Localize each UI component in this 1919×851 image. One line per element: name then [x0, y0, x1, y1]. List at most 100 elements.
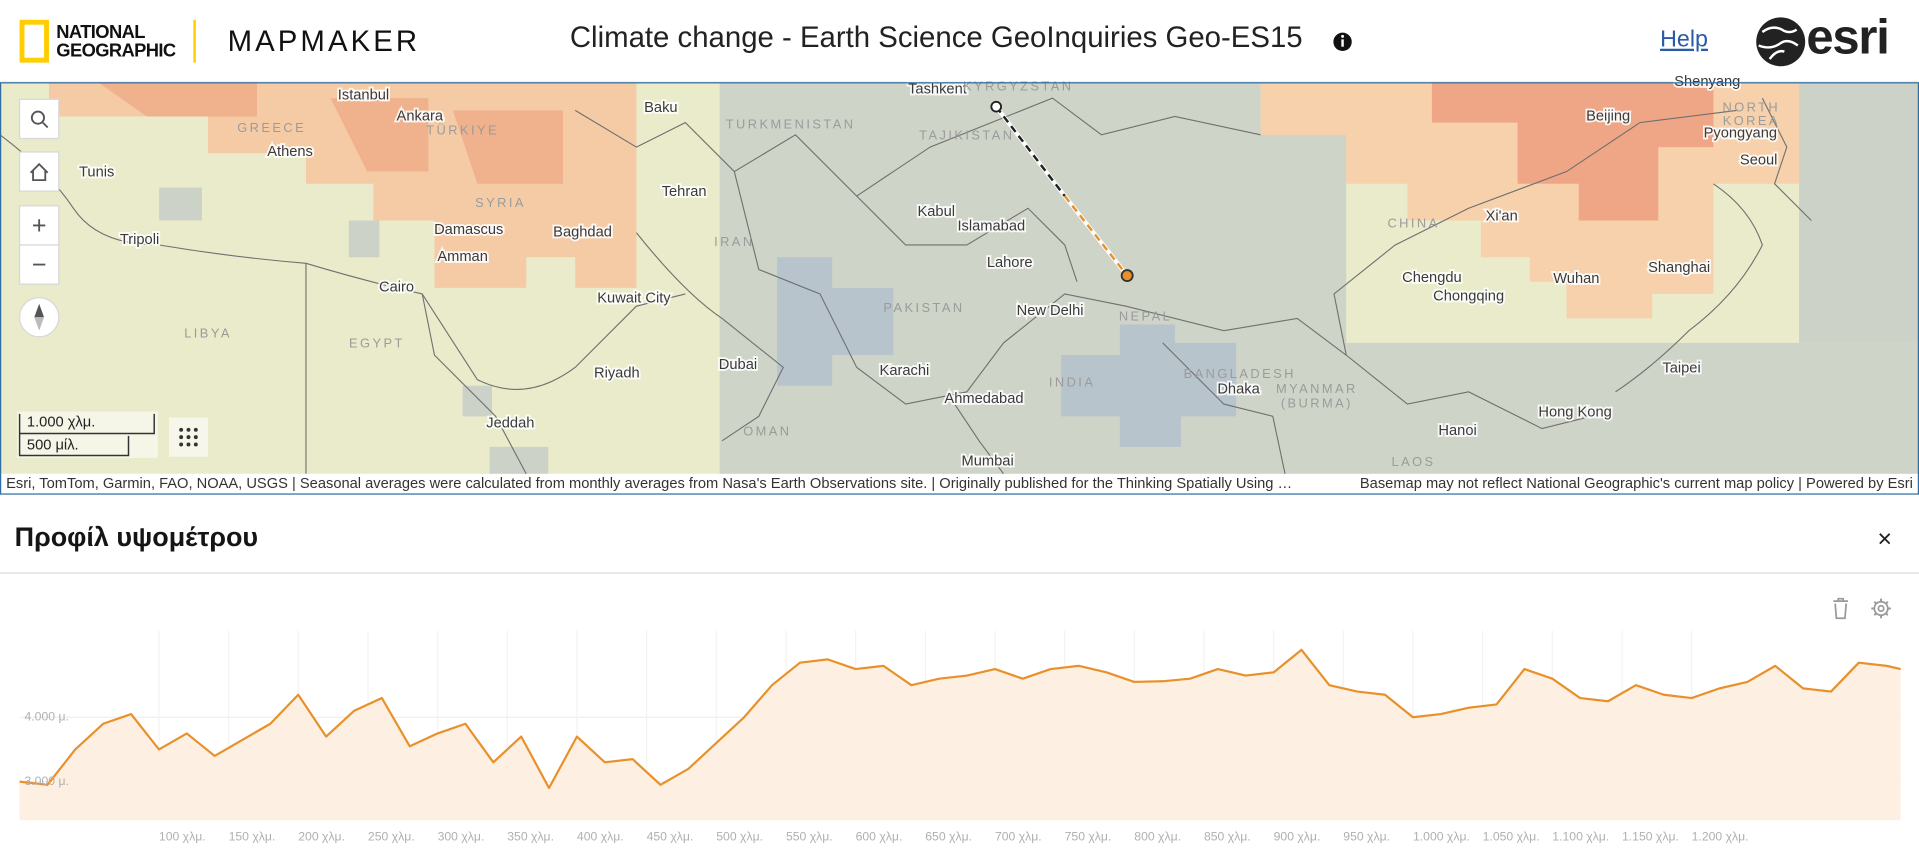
- x-tick-label: 200 χλμ.: [298, 830, 345, 844]
- basemap-grid-button[interactable]: [168, 417, 209, 457]
- city-label: Kuwait City: [597, 291, 671, 307]
- x-tick-label: 800 χλμ.: [1134, 830, 1181, 844]
- city-label: Tunis: [79, 165, 114, 181]
- ng-logo-frame: [19, 19, 49, 63]
- city-label: Cairo: [379, 280, 414, 296]
- city-label: Lahore: [987, 255, 1033, 271]
- city-label: Mumbai: [962, 453, 1014, 469]
- map-policy: Basemap may not reflect National Geograp…: [1360, 476, 1913, 492]
- scale-bar: 1.000 χλμ. 500 μίλ.: [17, 411, 158, 458]
- x-tick-label: 1.200 χλμ.: [1692, 830, 1749, 844]
- city-label: Tripoli: [120, 232, 159, 248]
- country-label: LIBYA: [184, 326, 232, 341]
- compass-button[interactable]: [18, 296, 60, 338]
- city-label: Damascus: [434, 222, 503, 238]
- x-tick-label: 700 χλμ.: [995, 830, 1042, 844]
- zoom-in-button[interactable]: [18, 205, 60, 246]
- city-label: Amman: [437, 249, 488, 265]
- country-label: MYANMAR: [1276, 381, 1358, 396]
- x-tick-label: 300 χλμ.: [438, 830, 485, 844]
- x-tick-label: 1.100 χλμ.: [1552, 830, 1609, 844]
- city-label: Baghdad: [553, 225, 612, 241]
- scale-km: 1.000 χλμ.: [27, 414, 95, 430]
- brand-line: GEOGRAPHIC: [56, 39, 176, 60]
- map[interactable]: Istanbul Ankara GREECE TÜRKIYE Athens Tunis Ba…: [0, 72, 1919, 475]
- country-label: OMAN: [743, 424, 791, 439]
- x-tick-label: 600 χλμ.: [856, 830, 903, 844]
- map-labels: Istanbul Ankara GREECE TÜRKIYE Athens Tunis Ba…: [77, 72, 1780, 471]
- page-title: Climate change - Earth Science GeoInquir…: [570, 21, 1303, 54]
- city-label: Hong Kong: [1538, 405, 1611, 421]
- esri-logo[interactable]: esri: [1756, 11, 1890, 67]
- city-label: Pyongyang: [1704, 125, 1777, 141]
- city-label: Beijing: [1586, 108, 1630, 124]
- city-label: Athens: [267, 144, 313, 160]
- x-tick-label: 1.050 χλμ.: [1483, 830, 1540, 844]
- x-tick-label: 400 χλμ.: [577, 830, 624, 844]
- x-tick-label: 900 χλμ.: [1274, 830, 1321, 844]
- country-label: EGYPT: [349, 336, 405, 351]
- city-label: Riyadh: [594, 365, 640, 381]
- city-label: Xi'an: [1486, 209, 1518, 225]
- delete-button[interactable]: [1833, 597, 1849, 620]
- country-label: SYRIA: [475, 195, 526, 210]
- country-label: IRAN: [714, 234, 754, 249]
- y-tick-label: 3.000 μ.: [24, 774, 68, 788]
- x-tick-label: 150 χλμ.: [229, 830, 276, 844]
- city-label: Seoul: [1740, 152, 1778, 168]
- app-name[interactable]: MAPMAKER: [228, 25, 421, 58]
- attribution: Esri, TomTom, Garmin, FAO, NOAA, USGS | …: [6, 476, 1292, 492]
- city-label: Dubai: [719, 357, 757, 373]
- x-tick-label: 100 χλμ.: [159, 830, 206, 844]
- map-focus-border: [0, 82, 1919, 495]
- city-label: Tehran: [662, 184, 707, 200]
- profile-line: [990, 100, 1134, 283]
- country-label: CHINA: [1387, 216, 1439, 231]
- x-tick-label: 500 χλμ.: [716, 830, 763, 844]
- header: [0, 0, 1919, 83]
- brand-line: NATIONAL: [56, 21, 145, 42]
- info-icon[interactable]: [1333, 32, 1352, 52]
- country-label: INDIA: [1049, 375, 1096, 390]
- city-label: Baku: [644, 100, 677, 116]
- city-label: Taipei: [1662, 360, 1700, 376]
- zoom-out-button[interactable]: [18, 244, 60, 285]
- x-tick-label: 1.000 χλμ.: [1413, 830, 1470, 844]
- profile-line: [19, 648, 1901, 790]
- country-label: LAOS: [1392, 454, 1436, 469]
- country-label: KYRGYZSTAN: [963, 78, 1074, 93]
- city-label: Jeddah: [486, 416, 534, 432]
- country-label: (BURMA): [1281, 395, 1353, 410]
- x-tick-label: 950 χλμ.: [1343, 830, 1390, 844]
- close-button[interactable]: [1879, 533, 1891, 545]
- x-tick-label: 350 χλμ.: [507, 830, 554, 844]
- search-button[interactable]: [18, 98, 60, 140]
- city-label: Tashkent: [908, 81, 967, 97]
- home-button[interactable]: [18, 151, 60, 192]
- city-label: Ankara: [397, 108, 444, 124]
- country-label: GREECE: [237, 120, 306, 135]
- city-label: Shanghai: [1648, 260, 1710, 276]
- attribution-bar: [0, 473, 1919, 494]
- city-label: Wuhan: [1553, 271, 1599, 287]
- city-label: Chongqing: [1433, 288, 1504, 304]
- settings-button[interactable]: [1871, 598, 1891, 619]
- country-label: PAKISTAN: [883, 300, 964, 315]
- city-label: Hanoi: [1438, 423, 1476, 439]
- x-tick-label: 850 χλμ.: [1204, 830, 1251, 844]
- city-label: Istanbul: [338, 88, 389, 104]
- help-link[interactable]: Help: [1660, 26, 1708, 52]
- country-label: KOREA: [1723, 113, 1780, 128]
- x-tick-label: 450 χλμ.: [647, 830, 694, 844]
- scale-mi: 500 μίλ.: [27, 438, 79, 454]
- city-label: Chengdu: [1402, 270, 1462, 286]
- city-label: New Delhi: [1017, 303, 1084, 319]
- country-label: TAJIKISTAN: [919, 127, 1014, 142]
- panel-title: Προφίλ υψομέτρου: [15, 522, 258, 552]
- city-label: Ahmedabad: [944, 391, 1023, 407]
- esri-wordmark: esri: [1806, 11, 1888, 65]
- city-label: Kabul: [917, 204, 955, 220]
